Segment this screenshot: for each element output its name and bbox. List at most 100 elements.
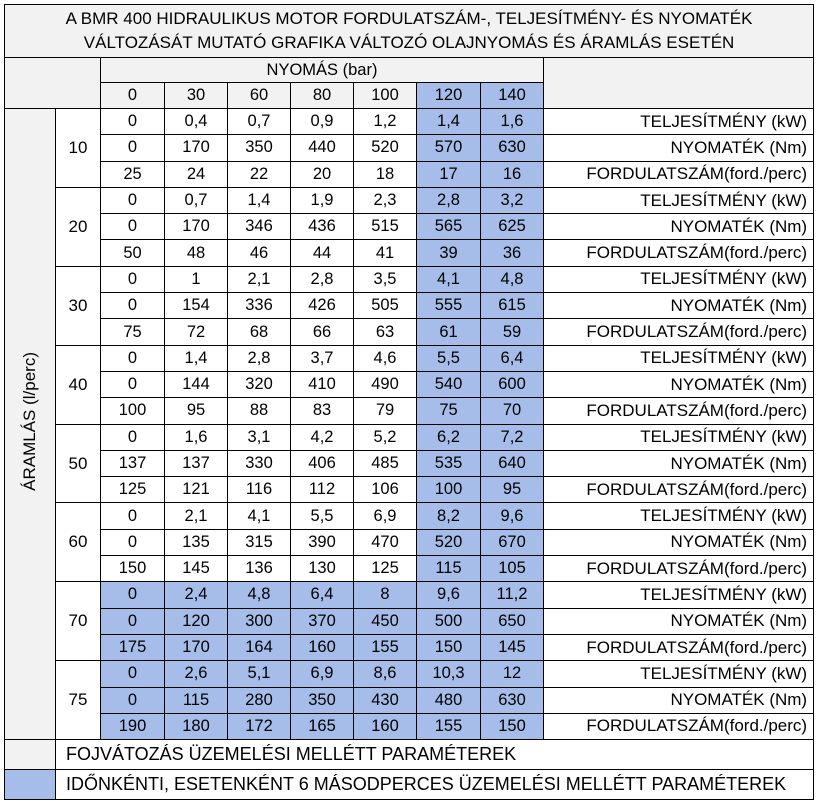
table-row: FOJVÁTOZÁS ÜZEMELÉSI MELLÉTT PARAMÉTEREK xyxy=(4,739,815,771)
table-row: 0 120 300 370 450 500 650 NYOMATÉK (Nm) xyxy=(5,607,815,635)
flow-value: 75 xyxy=(55,660,101,741)
value-cell: 150 xyxy=(416,633,481,662)
value-cell: 1,4 xyxy=(416,107,481,136)
value-cell: 0 xyxy=(100,265,165,294)
table-row: 40 0 1,4 2,8 3,7 4,6 5,5 6,4 TELJESÍTMÉNY (kW) xyxy=(5,344,815,425)
value-cell: 79 xyxy=(353,397,417,425)
value-cell: 170 xyxy=(164,134,228,162)
value-cell: 4,6 xyxy=(353,344,417,372)
value-cell: 1,4 xyxy=(227,186,291,215)
value-cell: 175 xyxy=(100,633,165,662)
value-cell: 72 xyxy=(164,318,228,346)
value-cell: 41 xyxy=(353,239,417,267)
value-cell: 0 xyxy=(100,107,165,136)
value-cell: 145 xyxy=(480,633,544,662)
table-row: 70 0 2,4 4,8 6,4 8 9,6 11,2 TELJESÍTMÉNY (kW) xyxy=(5,581,815,662)
value-cell: 12 xyxy=(480,660,544,688)
value-cell: 115 xyxy=(164,686,228,714)
value-cell: 630 xyxy=(480,134,544,162)
row-label: NYOMATÉK (Nm) xyxy=(542,449,815,478)
legend-swatch xyxy=(4,769,56,801)
flow-axis-label: ÁRAMLÁS (l/perc) xyxy=(4,107,56,741)
blank-header xyxy=(542,57,815,109)
value-cell: 61 xyxy=(416,318,481,346)
value-cell: 535 xyxy=(416,449,481,478)
row-label: FORDULATSZÁM(ford./perc) xyxy=(542,160,815,188)
value-cell: 115 xyxy=(416,555,481,583)
value-cell: 68 xyxy=(227,318,291,346)
table-row: 137 137 330 406 485 535 640 NYOMATÉK (Nm) xyxy=(5,449,815,478)
row-label: NYOMATÉK (Nm) xyxy=(542,370,815,399)
value-cell: 0 xyxy=(100,186,165,215)
value-cell: 75 xyxy=(100,318,165,346)
value-cell: 9,6 xyxy=(416,581,481,609)
value-cell: 4,2 xyxy=(290,423,354,451)
table-row: 190 180 172 165 160 155 150 FORDULATSZÁM(ford./… xyxy=(5,712,815,741)
value-cell: 2,3 xyxy=(353,186,417,215)
value-cell: 2,8 xyxy=(290,265,354,294)
value-cell: 640 xyxy=(480,449,544,478)
pressure-value: 60 xyxy=(227,82,291,109)
value-cell: 5,5 xyxy=(416,344,481,372)
value-cell: 615 xyxy=(480,292,544,320)
value-cell: 520 xyxy=(416,528,481,557)
table-row: 60 0 2,1 4,1 5,5 6,9 8,2 9,6 TELJESÍTMÉNY (kW) xyxy=(5,502,815,583)
value-cell: 155 xyxy=(416,712,481,741)
table-row: 25 24 22 20 18 17 16 FORDULATSZÁM(ford./perc) xyxy=(5,160,815,188)
value-cell: 430 xyxy=(353,686,417,714)
table-row: NYOMÁS (bar) xyxy=(4,57,815,109)
value-cell: 505 xyxy=(353,292,417,320)
value-cell: 555 xyxy=(416,292,481,320)
row-label: TELJESÍTMÉNY (kW) xyxy=(542,107,815,136)
row-label: TELJESÍTMÉNY (kW) xyxy=(542,423,815,451)
value-cell: 9,6 xyxy=(480,502,544,530)
pressure-value: 120 xyxy=(416,82,481,109)
row-label: TELJESÍTMÉNY (kW) xyxy=(542,581,815,609)
table-row: ÁRAMLÁS (l/perc) 10 0 0,4 0,7 0,9 1,2 1,4 1,6 TEL… xyxy=(4,107,815,741)
value-cell: 1,9 xyxy=(290,186,354,215)
value-cell: 120 xyxy=(164,607,228,635)
row-label: TELJESÍTMÉNY (kW) xyxy=(542,502,815,530)
flow-value: 10 xyxy=(55,108,101,188)
value-cell: 315 xyxy=(227,528,291,557)
value-cell: 0 xyxy=(100,528,165,557)
value-cell: 5,1 xyxy=(227,660,291,688)
row-label: FORDULATSZÁM(ford./perc) xyxy=(542,555,815,583)
value-cell: 6,9 xyxy=(353,502,417,530)
value-cell: 500 xyxy=(416,607,481,635)
value-cell: 670 xyxy=(480,528,544,557)
table-row: 100 95 88 83 79 75 70 FORDULATSZÁM(ford./perc) xyxy=(5,397,815,425)
value-cell: 485 xyxy=(353,449,417,478)
legend-text: FOJVÁTOZÁS ÜZEMELÉSI MELLÉTT PARAMÉTEREK xyxy=(54,739,815,771)
value-cell: 18 xyxy=(353,160,417,188)
value-cell: 8,6 xyxy=(353,660,417,688)
value-cell: 625 xyxy=(480,213,544,241)
value-cell: 280 xyxy=(227,686,291,714)
value-cell: 39 xyxy=(416,239,481,267)
value-cell: 2,1 xyxy=(164,502,228,530)
value-cell: 150 xyxy=(100,555,165,583)
value-cell: 172 xyxy=(227,712,291,741)
value-cell: 100 xyxy=(100,397,165,425)
value-cell: 6,9 xyxy=(290,660,354,688)
value-cell: 155 xyxy=(353,633,417,662)
value-cell: 480 xyxy=(416,686,481,714)
value-cell: 154 xyxy=(164,292,228,320)
value-cell: 164 xyxy=(227,633,291,662)
value-cell: 160 xyxy=(290,633,354,662)
value-cell: 410 xyxy=(290,370,354,399)
value-cell: 336 xyxy=(227,292,291,320)
row-label: NYOMATÉK (Nm) xyxy=(542,686,815,714)
value-cell: 570 xyxy=(416,134,481,162)
table-row: 75 72 68 66 63 61 59 FORDULATSZÁM(ford./perc) xyxy=(5,318,815,346)
pressure-value: 80 xyxy=(290,82,354,109)
value-cell: 0 xyxy=(100,502,165,530)
value-cell: 136 xyxy=(227,555,291,583)
value-cell: 2,6 xyxy=(164,660,228,688)
value-cell: 1,6 xyxy=(480,107,544,136)
value-cell: 24 xyxy=(164,160,228,188)
pressure-value: 100 xyxy=(353,82,417,109)
value-cell: 450 xyxy=(353,607,417,635)
value-cell: 0,7 xyxy=(164,186,228,215)
